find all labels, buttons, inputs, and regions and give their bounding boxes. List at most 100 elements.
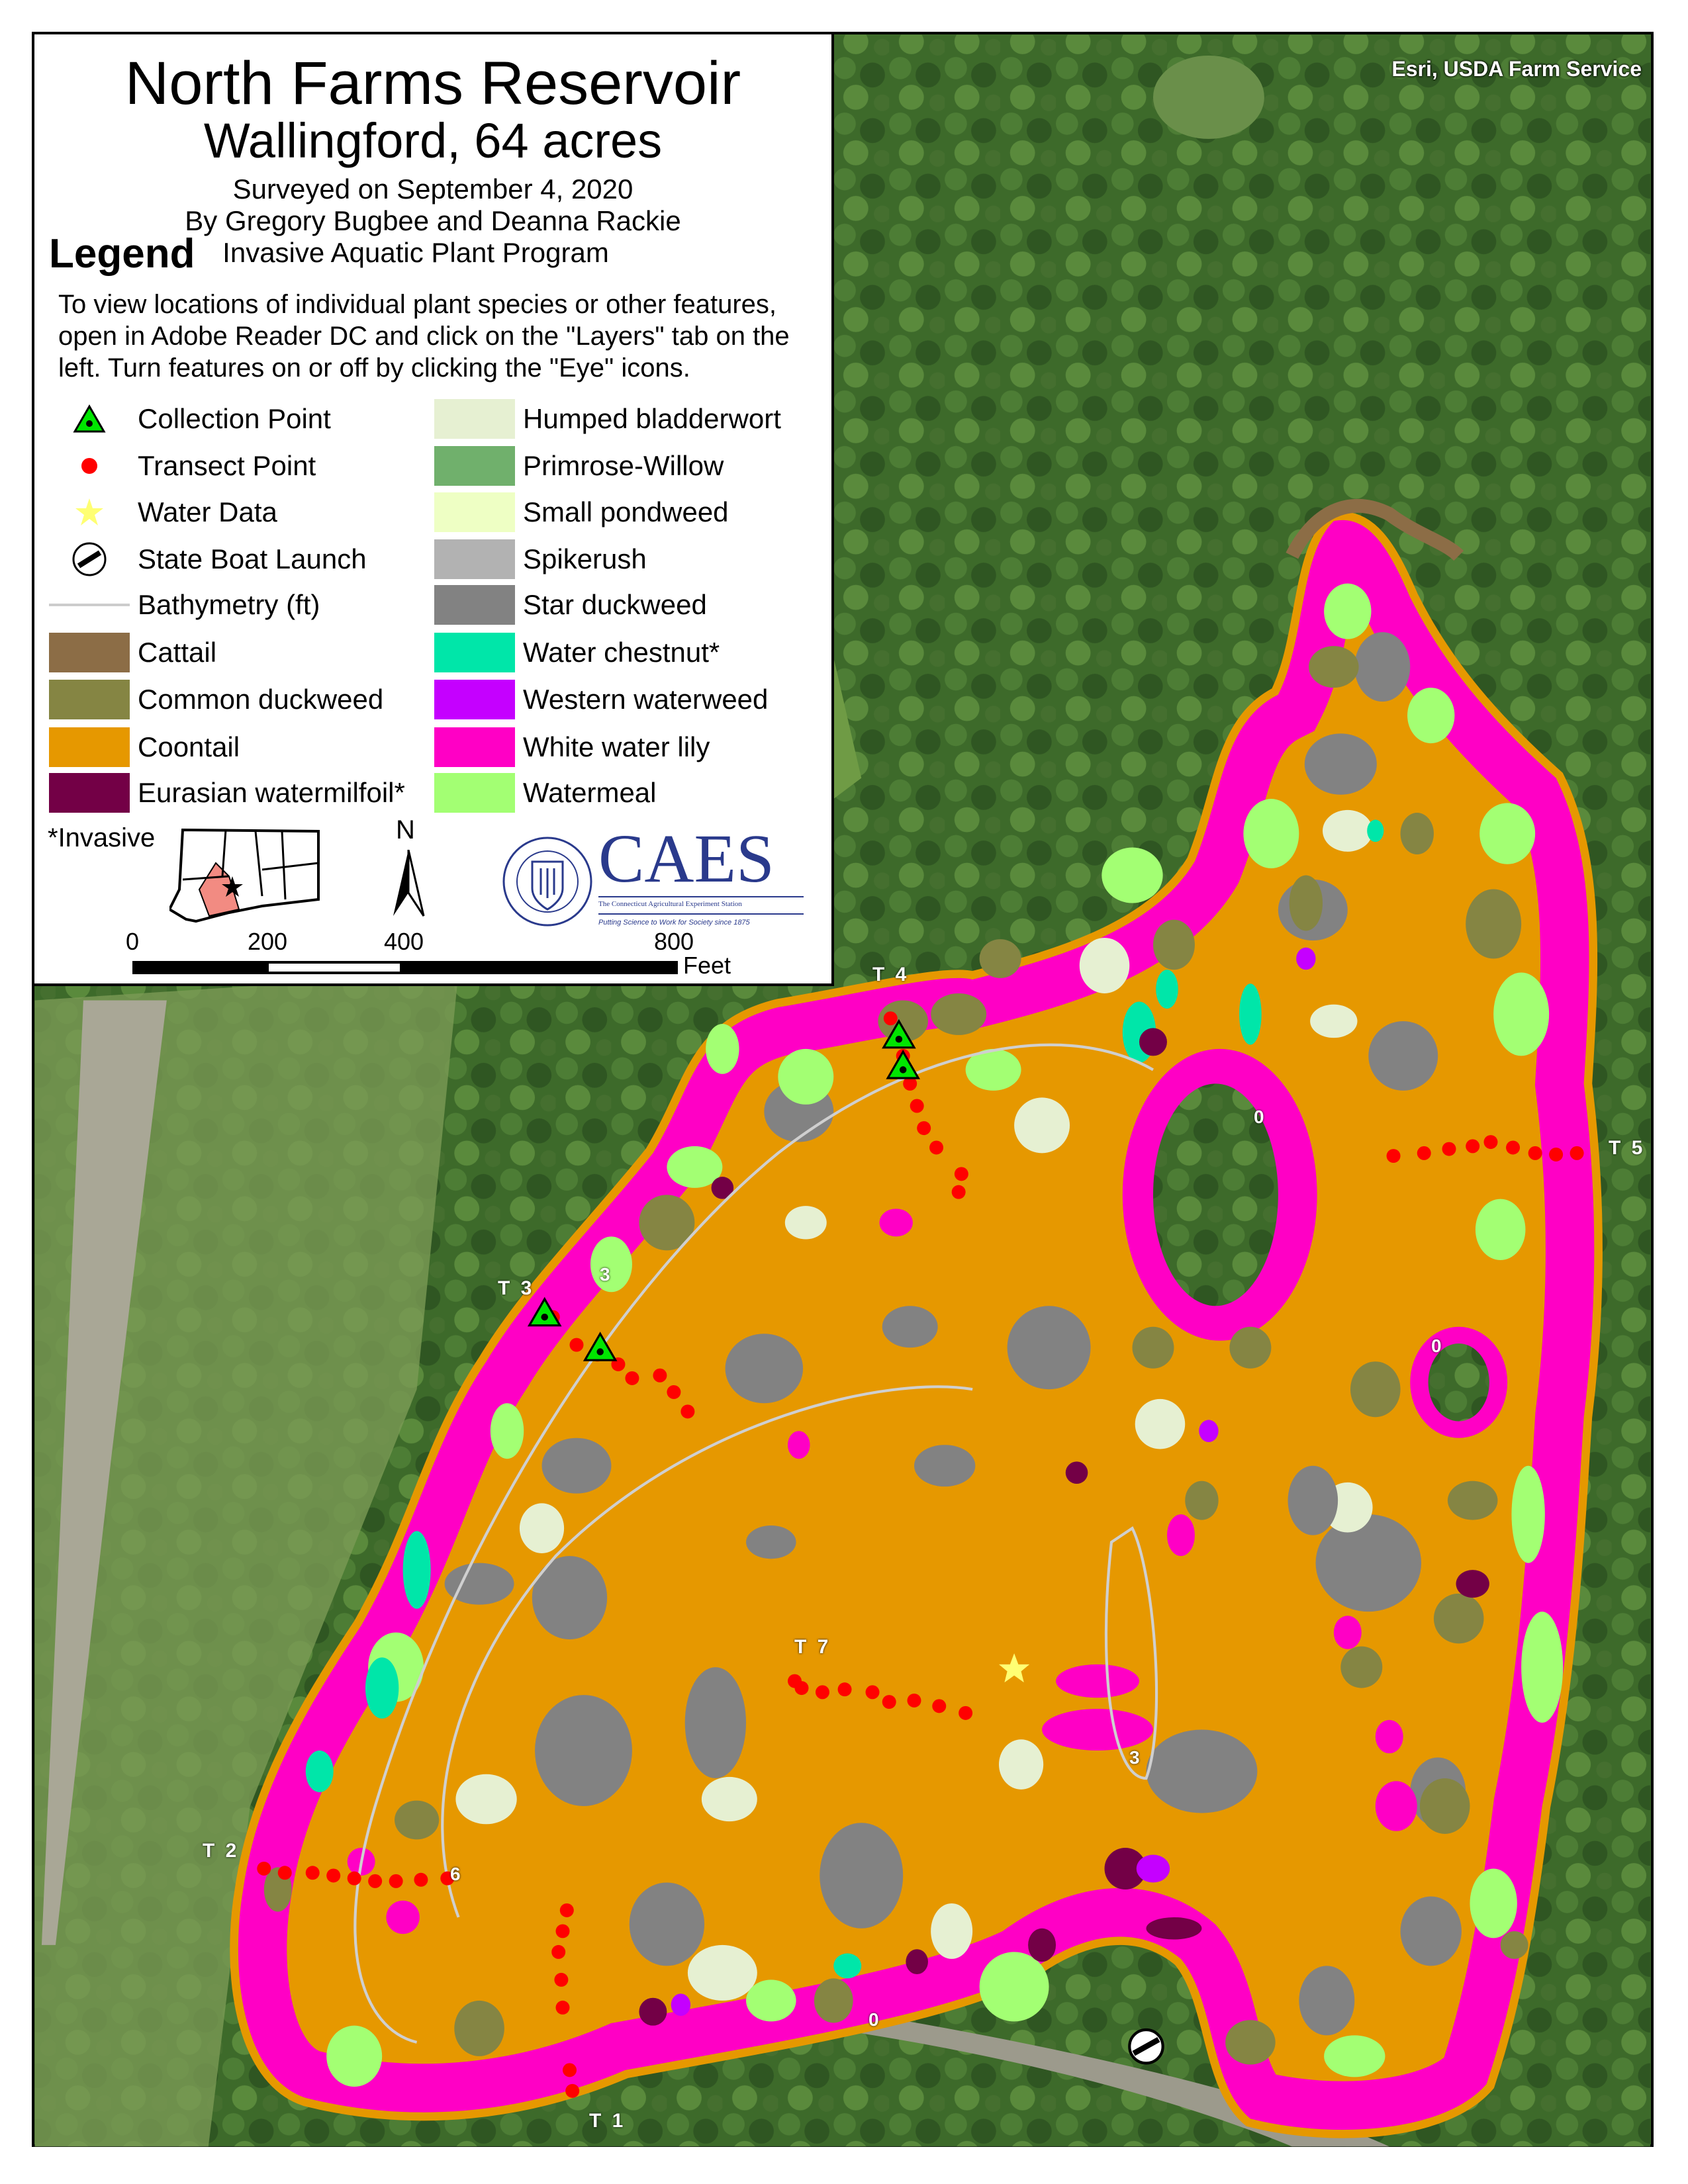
transect-point[interactable]	[551, 1944, 566, 1959]
star-duckweed-patch	[684, 1667, 747, 1779]
eurasian-watermilfoil-patch	[711, 1177, 734, 1199]
transect-point[interactable]	[414, 1872, 428, 1887]
transect-point[interactable]	[680, 1404, 695, 1419]
transect-point[interactable]	[555, 2000, 570, 2015]
collection-point-icon[interactable]	[882, 1019, 916, 1049]
transect-point[interactable]	[1549, 1147, 1564, 1161]
legend-item: Cattail	[49, 632, 216, 673]
transect-point[interactable]	[257, 1861, 271, 1876]
transect-point[interactable]	[569, 1338, 584, 1352]
transect-point[interactable]	[951, 1185, 966, 1199]
transect-point[interactable]	[1466, 1139, 1480, 1154]
star-duckweed-patch	[1146, 1729, 1258, 1813]
transect-point[interactable]	[667, 1385, 681, 1399]
caes-full-name: The Connecticut Agricultural Experiment …	[598, 896, 804, 908]
white-water-lily-patch	[1166, 1514, 1195, 1557]
legend-item: Star duckweed	[434, 584, 707, 625]
transect-point[interactable]	[277, 1866, 292, 1880]
transect-point[interactable]	[1483, 1135, 1498, 1150]
common-duckweed-patch	[1466, 889, 1522, 959]
transect-point[interactable]	[883, 1011, 898, 1026]
scale-tick-400: 400	[384, 928, 424, 955]
watermeal-patch	[965, 1048, 1021, 1091]
eurasian-watermilfoil-patch	[906, 1949, 928, 1975]
transect-point[interactable]	[959, 1706, 973, 1720]
residential-area	[34, 972, 459, 2147]
transect-point[interactable]	[910, 1099, 924, 1113]
watermeal-patch	[1479, 803, 1536, 864]
transect-point[interactable]	[917, 1121, 931, 1136]
transect-point[interactable]	[865, 1685, 880, 1700]
common-duckweed-patch	[1225, 2020, 1276, 2065]
contour-label: 6	[450, 1864, 463, 1884]
transect-point[interactable]	[903, 1076, 917, 1091]
transect-point[interactable]	[954, 1167, 968, 1181]
transect-point[interactable]	[1417, 1146, 1431, 1160]
transect-point[interactable]	[554, 1972, 569, 1987]
legend-label: Coontail	[138, 731, 240, 762]
legend-item: Common duckweed	[49, 679, 383, 720]
humped-bladderwort-patch	[1079, 937, 1130, 993]
legend-item: Collection Point	[49, 398, 331, 439]
common-duckweed-patch	[1132, 1326, 1174, 1369]
transect-point[interactable]	[1570, 1146, 1584, 1160]
transect-point[interactable]	[837, 1682, 852, 1697]
transect-point[interactable]	[1528, 1146, 1542, 1160]
transect-point[interactable]	[347, 1871, 361, 1886]
collection-point-icon[interactable]	[583, 1332, 618, 1361]
eurasian-watermilfoil-patch	[1028, 1928, 1056, 1962]
transect-point[interactable]	[625, 1371, 639, 1385]
transect-point[interactable]	[653, 1368, 667, 1383]
common-duckweed-patch	[639, 1195, 695, 1251]
legend-swatch	[49, 633, 130, 672]
transect-point[interactable]	[389, 1874, 403, 1888]
transect-point[interactable]	[929, 1140, 944, 1155]
transect-point[interactable]	[882, 1695, 896, 1709]
transect-point[interactable]	[563, 2063, 577, 2077]
legend-label: Watermeal	[523, 777, 657, 808]
white-water-lily-patch	[1333, 1615, 1362, 1649]
transect-point[interactable]	[565, 2083, 580, 2098]
white-water-lily-patch	[1375, 1781, 1417, 1831]
transect-point[interactable]	[559, 1903, 574, 1917]
star-duckweed-patch	[1288, 1465, 1338, 1535]
white-water-lily-patch	[1056, 1664, 1139, 1698]
transect-point[interactable]	[305, 1866, 320, 1880]
transect-point[interactable]	[555, 1924, 570, 1938]
legend-item: White water lily	[434, 727, 710, 768]
water-chestnut-patch	[305, 1751, 334, 1793]
common-duckweed-patch	[1185, 1480, 1219, 1520]
watermeal-patch	[490, 1403, 524, 1459]
legend-label: Water Data	[138, 496, 277, 527]
transect-point[interactable]	[440, 1871, 455, 1886]
humped-bladderwort-patch	[1014, 1097, 1070, 1154]
legend-item: Spikerush	[434, 539, 647, 580]
transect-point[interactable]	[326, 1868, 341, 1883]
scale-tick-800: 800	[654, 928, 694, 955]
transect-point[interactable]	[1506, 1140, 1521, 1155]
collection-point-icon[interactable]	[886, 1049, 921, 1079]
eurasian-watermilfoil-patch	[1139, 1028, 1167, 1056]
transect-point[interactable]	[815, 1685, 829, 1700]
transect-point[interactable]	[794, 1681, 809, 1696]
water-chestnut-patch	[1156, 970, 1178, 1009]
common-duckweed-patch	[878, 1000, 928, 1042]
transect-point[interactable]	[368, 1874, 383, 1888]
collection-point-icon[interactable]	[527, 1297, 562, 1327]
legend-item: Western waterweed	[434, 679, 768, 720]
common-duckweed-patch	[1433, 1593, 1484, 1644]
legend-swatch	[434, 492, 515, 532]
eurasian-watermilfoil-patch	[1456, 1570, 1489, 1598]
scale-tick-0: 0	[126, 928, 140, 955]
common-duckweed-patch	[1447, 1480, 1498, 1520]
legend-swatch	[49, 773, 130, 813]
transect-point[interactable]	[1386, 1149, 1401, 1163]
legend-label: Collection Point	[138, 403, 331, 434]
star-duckweed-patch	[1354, 632, 1411, 702]
transect-point[interactable]	[1442, 1142, 1456, 1156]
water-chestnut-patch	[833, 1953, 862, 1979]
transect-point[interactable]	[932, 1699, 947, 1713]
boat-launch-icon[interactable]	[1128, 2028, 1164, 2065]
water-data-star-icon[interactable]	[999, 1653, 1030, 1683]
transect-point[interactable]	[907, 1693, 921, 1707]
